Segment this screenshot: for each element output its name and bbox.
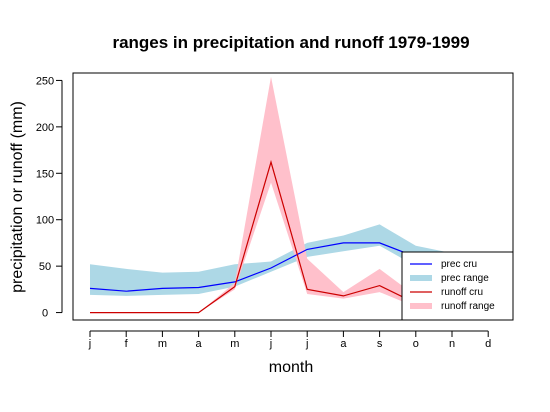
x-tick-label: f — [125, 338, 129, 350]
y-tick-label: 250 — [36, 75, 54, 87]
x-tick-label: o — [413, 338, 419, 350]
y-axis-label: precipitation or runoff (mm) — [9, 101, 26, 293]
y-tick-label: 50 — [39, 261, 51, 273]
y-tick-label: 100 — [36, 215, 54, 227]
x-tick-label: j — [269, 338, 272, 350]
legend-label: runoff range — [441, 301, 495, 312]
y-tick-label: 0 — [42, 308, 48, 320]
x-tick-label: j — [88, 338, 91, 350]
x-tick-label: d — [485, 338, 491, 350]
x-tick-label: m — [158, 338, 167, 350]
legend-label: prec range — [441, 273, 489, 284]
legend-label: runoff cru — [441, 287, 483, 298]
plot-frame — [72, 72, 514, 321]
y-tick-label: 200 — [36, 122, 54, 134]
series-band — [90, 76, 489, 313]
series-band — [90, 224, 489, 296]
x-axis-label: month — [269, 359, 313, 376]
legend: prec cru prec range runoff cru runoff range — [401, 251, 514, 321]
y-axis: 0 50 100 150 200 250 — [36, 75, 63, 320]
x-tick-label: m — [230, 338, 239, 350]
chart-title: ranges in precipitation and runoff 1979-… — [112, 33, 469, 52]
x-tick-label: n — [449, 338, 455, 350]
range-bands — [90, 76, 489, 313]
x-tick-label: a — [196, 338, 203, 350]
y-tick-label: 150 — [36, 168, 54, 180]
legend-label: prec cru — [441, 259, 477, 270]
x-tick-label: j — [305, 338, 308, 350]
x-tick-label: s — [377, 338, 383, 350]
x-tick-label: a — [340, 338, 347, 350]
